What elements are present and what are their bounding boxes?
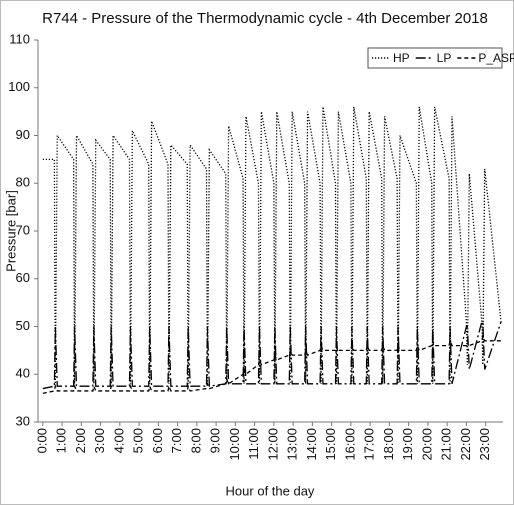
x-tick-label: 21:00 xyxy=(439,428,454,461)
series-line xyxy=(42,106,502,384)
x-tick-label: 7:00 xyxy=(169,428,184,453)
y-tick-label: 60 xyxy=(16,270,30,285)
y-tick-label: 90 xyxy=(16,127,30,142)
x-tick-label: 22:00 xyxy=(458,428,473,461)
y-tick-label: 110 xyxy=(9,31,30,46)
y-axis-label: Pressure [bar] xyxy=(3,190,18,272)
legend-label: HP xyxy=(393,51,410,65)
series-line xyxy=(42,333,502,394)
series-line xyxy=(42,321,502,390)
x-tick-label: 6:00 xyxy=(150,428,165,453)
x-tick-label: 23:00 xyxy=(477,428,492,461)
x-tick-label: 4:00 xyxy=(111,428,126,453)
x-tick-label: 10:00 xyxy=(227,428,242,461)
y-tick-label: 30 xyxy=(16,413,30,428)
y-tick-label: 40 xyxy=(16,366,30,381)
x-tick-label: 3:00 xyxy=(92,428,107,453)
x-tick-label: 2:00 xyxy=(73,428,88,453)
x-tick-label: 16:00 xyxy=(342,428,357,461)
x-tick-label: 9:00 xyxy=(208,428,223,453)
x-axis-label: Hour of the day xyxy=(226,483,315,498)
x-tick-label: 0:00 xyxy=(34,428,49,453)
y-tick-label: 70 xyxy=(16,222,30,237)
x-tick-label: 12:00 xyxy=(265,428,280,461)
chart-title: R744 - Pressure of the Thermodynamic cyc… xyxy=(42,10,488,27)
x-tick-label: 11:00 xyxy=(246,428,261,460)
x-tick-label: 8:00 xyxy=(188,428,203,453)
legend-box xyxy=(367,47,503,69)
x-tick-label: 17:00 xyxy=(362,428,377,461)
x-tick-label: 19:00 xyxy=(400,428,415,461)
x-tick-label: 13:00 xyxy=(285,428,300,461)
legend-label: LP xyxy=(437,51,452,65)
y-tick-label: 100 xyxy=(8,79,30,94)
x-tick-label: 1:00 xyxy=(54,428,69,453)
x-tick-label: 15:00 xyxy=(323,428,338,461)
y-tick-label: 80 xyxy=(16,175,30,190)
x-tick-label: 14:00 xyxy=(304,428,319,461)
y-tick-label: 50 xyxy=(16,318,30,333)
legend-label: P_ASP xyxy=(478,51,514,65)
x-tick-label: 20:00 xyxy=(419,428,434,461)
x-tick-label: 18:00 xyxy=(381,428,396,461)
x-tick-label: 5:00 xyxy=(131,428,146,453)
